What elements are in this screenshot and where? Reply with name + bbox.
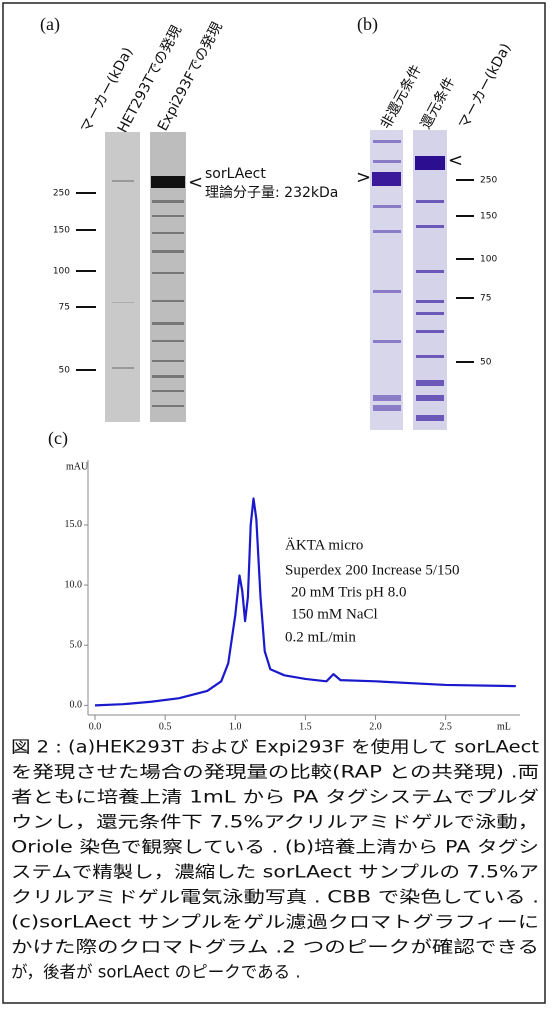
x-tick-label: 1.5 xyxy=(299,721,312,732)
band xyxy=(152,405,184,407)
band xyxy=(415,156,445,170)
annotation: 理論分子量: 232kDa xyxy=(205,185,338,201)
band xyxy=(152,360,184,362)
band xyxy=(152,200,184,203)
band xyxy=(373,140,401,143)
marker-label: 50 xyxy=(480,358,492,368)
caption-line: を発現させた場合の発現量の比較(RAP との共発現) .両 xyxy=(11,763,539,782)
data-line xyxy=(95,498,516,705)
band xyxy=(372,172,401,186)
band xyxy=(373,340,401,343)
band xyxy=(152,250,184,253)
caption-line: クリルアミドゲル電気泳動写真 . CBB で染色している . xyxy=(11,888,539,907)
band xyxy=(112,367,134,369)
panel-label: (b) xyxy=(357,14,378,35)
band xyxy=(416,200,444,203)
band xyxy=(152,375,184,378)
band xyxy=(373,290,401,293)
lane-label: 還元条件 xyxy=(417,74,458,131)
y-tick-label: 10.0 xyxy=(65,579,83,590)
marker-label: 50 xyxy=(59,366,71,376)
caption-line: (c)sorLAect サンプルをゲル濾過クロマトグラフィーに xyxy=(11,913,539,932)
caption-line: ステムで精製し，濃縮した sorLAect サンプルの 7.5%ア xyxy=(11,863,539,882)
caption-line: 図 2 : (a)HEK293T および Expi293F を使用して sorL… xyxy=(11,738,540,757)
band xyxy=(416,380,444,386)
band xyxy=(152,272,184,274)
band xyxy=(152,390,184,392)
band xyxy=(373,205,401,208)
band xyxy=(373,395,401,401)
band xyxy=(416,395,444,401)
annotation: Superdex 200 Increase 5/150 xyxy=(285,562,460,578)
marker-label: 150 xyxy=(53,226,70,236)
caption-line: Oriole 染色で観察している . (b)培養上清から PA タグシ xyxy=(11,838,539,857)
y-tick-label: 0.0 xyxy=(70,700,83,711)
band xyxy=(152,340,184,342)
annotation: sorLAect xyxy=(205,166,266,182)
band xyxy=(416,270,444,273)
caption-line: かけた際のクロマトグラム .2 つのピークが確認できる xyxy=(11,938,539,957)
band xyxy=(416,312,444,315)
band xyxy=(373,230,401,233)
arrow: < xyxy=(188,172,203,193)
marker-label: 100 xyxy=(480,255,497,265)
band xyxy=(152,322,184,325)
marker-label: 75 xyxy=(480,294,491,304)
annotation: ÄKTA micro xyxy=(285,536,363,553)
annotation: 0.2 mL/min xyxy=(285,629,356,645)
y-tick-label: 15.0 xyxy=(65,519,83,530)
panel-label: (a) xyxy=(40,14,60,35)
annotation: 20 mM Tris pH 8.0 xyxy=(291,584,406,600)
gel-lane xyxy=(150,132,186,422)
x-tick-label: 1.0 xyxy=(229,721,242,732)
band xyxy=(152,215,184,217)
marker-label: 250 xyxy=(480,176,497,186)
arrow: > xyxy=(356,167,371,188)
band xyxy=(112,302,134,303)
y-axis-label: mAU xyxy=(66,461,89,472)
band xyxy=(151,176,185,188)
band xyxy=(416,225,444,228)
lane-label: マーカー(kDa) xyxy=(456,41,514,132)
figure: (a)マーカー(kDa)HET293Tでの発現Expi293Fでの発現25015… xyxy=(0,0,560,1010)
band xyxy=(152,300,184,302)
band xyxy=(416,355,444,358)
band xyxy=(416,330,444,333)
x-tick-label: 2.5 xyxy=(439,721,452,732)
x-tick-label: 0.5 xyxy=(159,721,172,732)
marker-label: 100 xyxy=(53,267,70,277)
marker-label: 150 xyxy=(480,212,497,222)
band xyxy=(373,160,401,163)
annotation: 150 mM NaCl xyxy=(291,606,378,622)
x-axis-label: mL xyxy=(497,721,511,732)
gel-lane xyxy=(105,132,140,422)
x-tick-label: 2.0 xyxy=(369,721,382,732)
band xyxy=(112,180,134,182)
band xyxy=(416,300,444,303)
caption-line: 者ともに培養上清 1mL から PA タグシステムでプルダ xyxy=(11,788,539,807)
lane-label: 非還元条件 xyxy=(377,62,425,132)
band xyxy=(373,405,401,411)
arrow: < xyxy=(448,150,463,171)
caption-line: が，後者が sorLAect のピークである . xyxy=(11,963,301,982)
marker-label: 250 xyxy=(53,189,70,199)
panel-label: (c) xyxy=(48,428,68,449)
y-tick-label: 5.0 xyxy=(70,640,83,651)
caption-line: ウンし，還元条件下 7.5%アクリルアミドゲルで泳動， xyxy=(11,813,539,832)
band xyxy=(152,232,184,234)
band xyxy=(416,415,444,421)
marker-label: 75 xyxy=(59,303,70,313)
x-tick-label: 0.0 xyxy=(89,721,102,732)
